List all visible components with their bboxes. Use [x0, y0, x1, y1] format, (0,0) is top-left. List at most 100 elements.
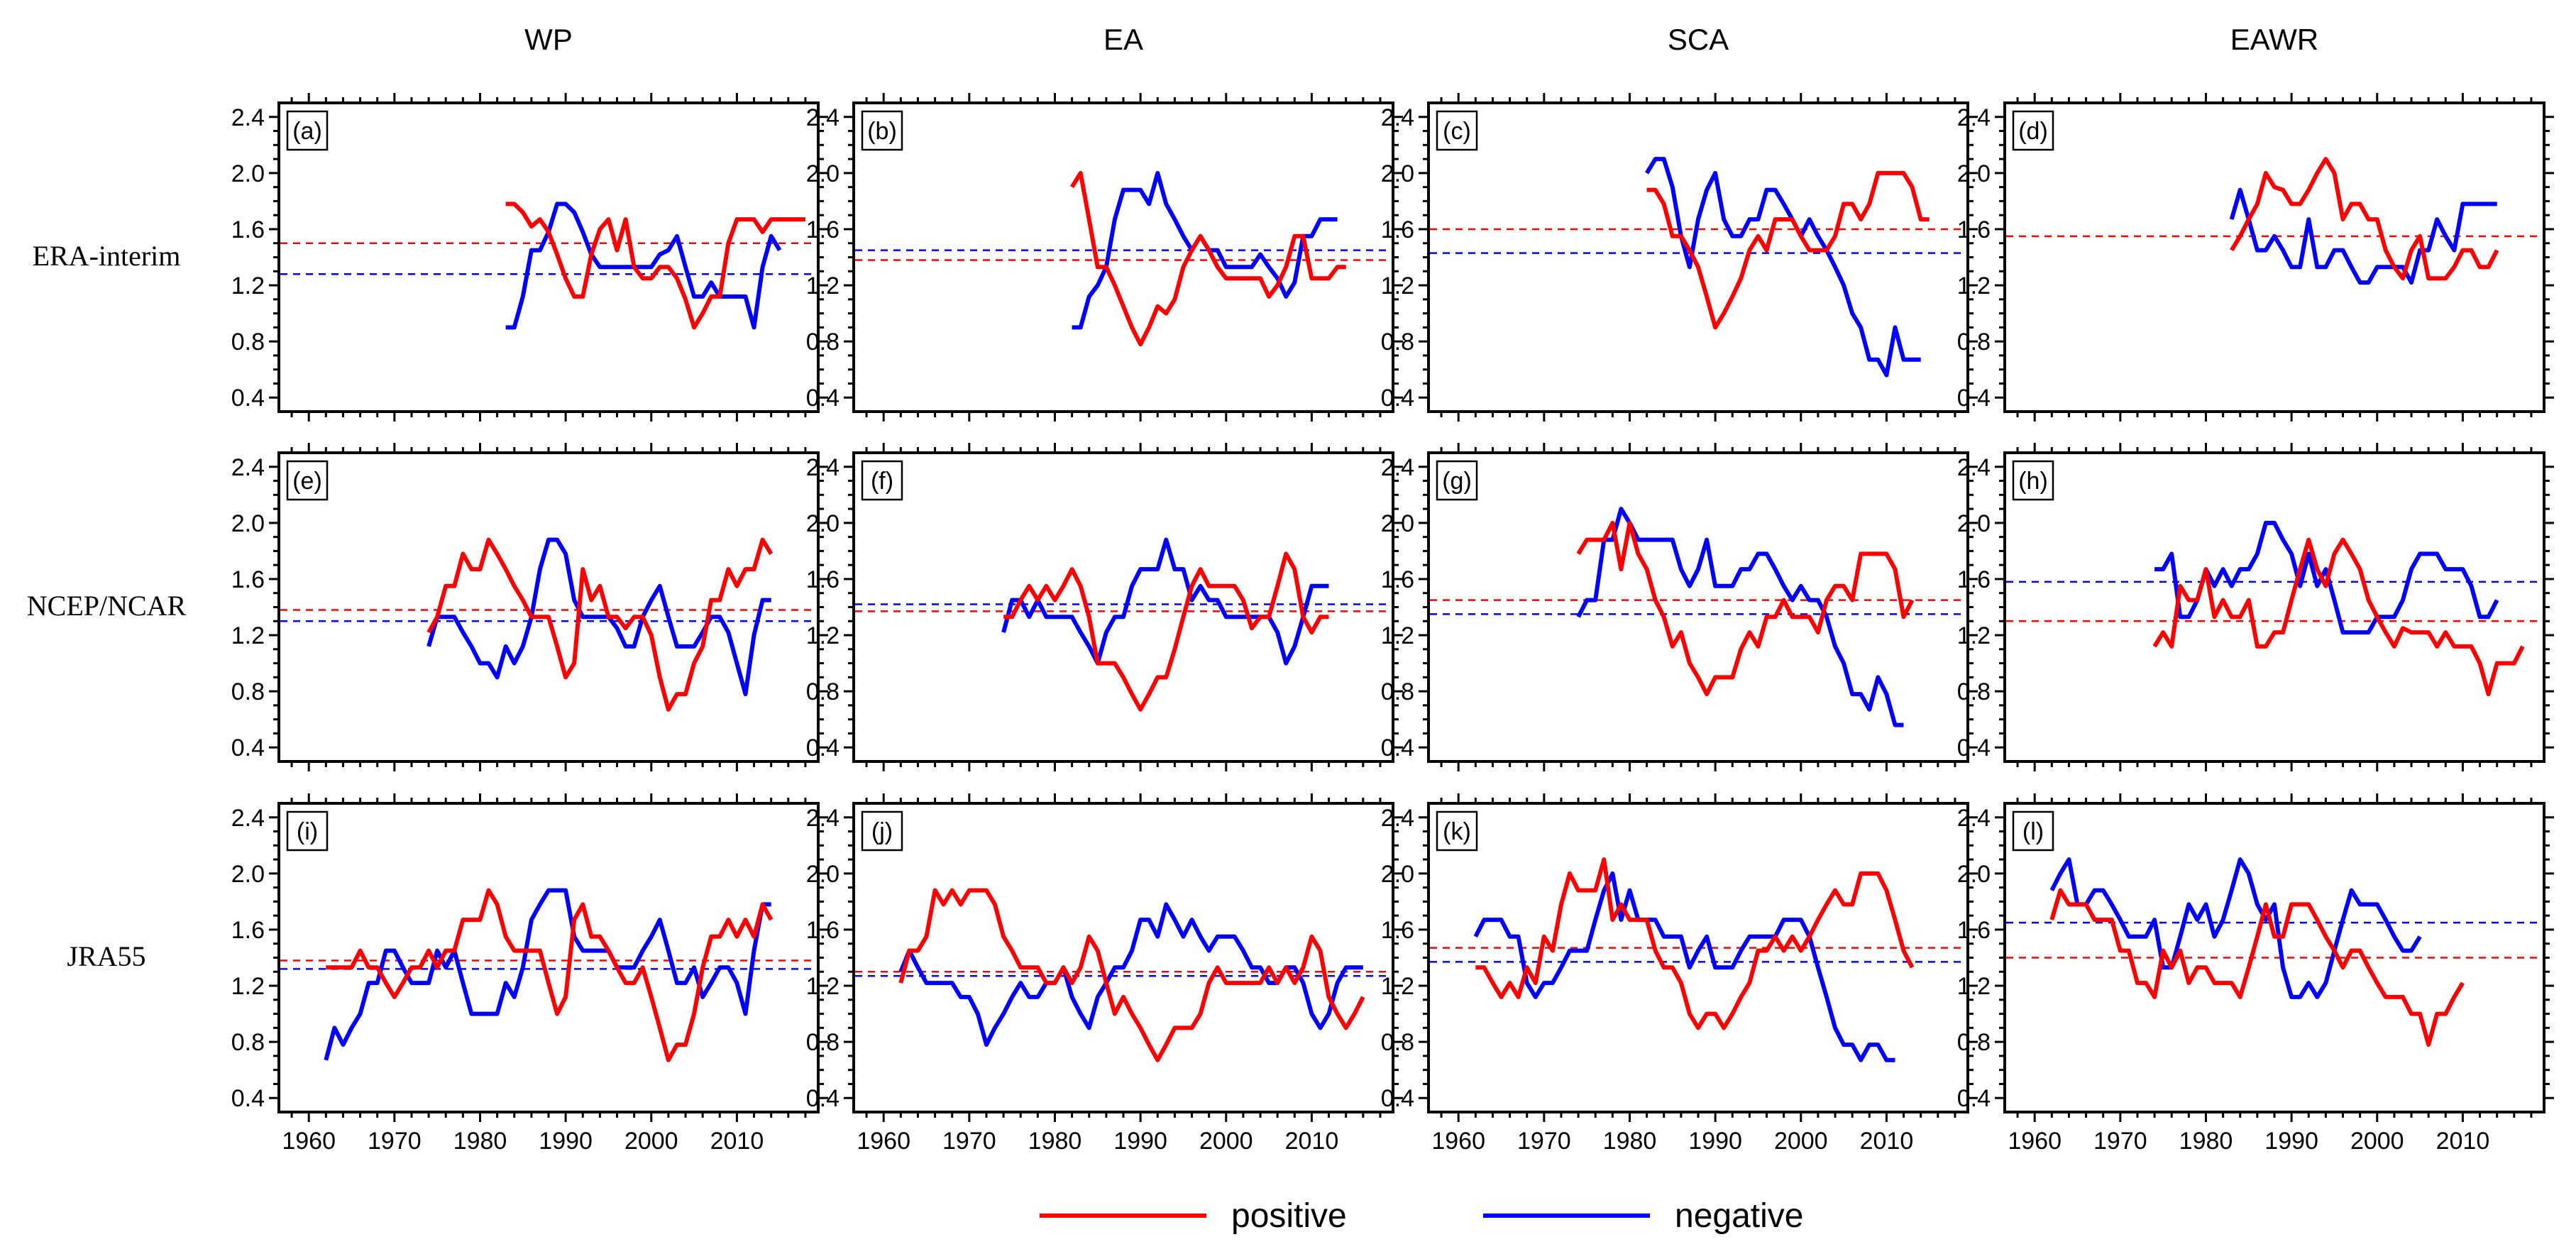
panel-label-box	[2012, 460, 2054, 501]
x-tick-label: 2000	[1774, 1128, 1828, 1155]
y-tick-label: 0.8	[1381, 1029, 1414, 1056]
y-tick-label: 0.8	[806, 678, 840, 705]
panel-frame	[1427, 451, 1969, 763]
panel-label: (a)	[292, 118, 322, 145]
positive-series-line	[1003, 551, 1329, 712]
panel-frame	[852, 451, 1394, 763]
y-tick-label: 2.0	[1957, 861, 1991, 888]
x-tick-label: 1980	[1603, 1128, 1657, 1155]
x-tick-label: 1960	[282, 1128, 336, 1155]
y-tick-label: 0.8	[1957, 329, 1991, 356]
positive-series-line	[2230, 157, 2499, 281]
x-tick-label: 2010	[1860, 1128, 1914, 1155]
y-tick-label: 0.4	[1957, 385, 1991, 412]
y-tick-label: 0.4	[1381, 1085, 1414, 1112]
panel-label-box	[286, 810, 329, 852]
y-tick-label: 1.6	[1381, 216, 1414, 243]
y-tick-label: 1.6	[806, 216, 840, 243]
panel-frame	[277, 101, 820, 413]
x-tick-label: 2010	[710, 1128, 764, 1155]
y-tick-label: 0.8	[231, 678, 265, 705]
y-tick-label: 1.2	[1381, 973, 1414, 1000]
panel-label-box	[2012, 810, 2054, 852]
row-title: NCEP/NCAR	[27, 590, 187, 622]
y-tick-label: 1.6	[231, 216, 265, 243]
y-tick-label: 0.8	[231, 329, 265, 356]
y-tick-label: 0.4	[806, 385, 840, 412]
negative-series-line	[1645, 157, 1921, 378]
x-tick-label: 1990	[1113, 1128, 1167, 1155]
x-tick-label: 2010	[1285, 1128, 1339, 1155]
panel: 2.4 2.0 1.6 1.2 0.8 0.4 1960 1970 1980 1990 2000 20…	[806, 793, 1403, 1155]
panel-label: (c)	[1443, 118, 1471, 145]
x-tick-label: 2000	[1199, 1128, 1253, 1155]
panel: 2.4 2.0 1.6 1.2 0.8 0.4 1960 1970 1980 1990 2000 20…	[1957, 793, 2554, 1155]
row-title: JRA55	[67, 940, 145, 972]
x-tick-label: 2000	[2350, 1128, 2404, 1155]
panel-label-box	[861, 460, 903, 501]
panel-label: (f)	[871, 468, 893, 495]
panel-label-box	[1436, 110, 1478, 151]
panel: 2.4 2.0 1.6 1.2 0.8 0.4 (e)	[231, 443, 828, 771]
panel-label-box	[286, 110, 329, 151]
y-tick-label: 0.8	[806, 1029, 840, 1056]
y-tick-label: 2.4	[231, 454, 265, 481]
y-tick-label: 1.2	[806, 973, 840, 1000]
positive-series-line	[426, 537, 774, 712]
y-tick-label: 1.6	[806, 566, 840, 593]
positive-series-line	[1646, 170, 1930, 330]
panel-label: (l)	[2022, 818, 2044, 845]
x-tick-label: 1990	[2264, 1128, 2318, 1155]
y-tick-label: 1.6	[231, 917, 265, 944]
positive-series-line	[1475, 857, 1915, 1030]
negative-series-line	[324, 888, 771, 1061]
y-tick-label: 2.4	[1957, 104, 1991, 131]
x-tick-label: 2000	[624, 1128, 678, 1155]
x-tick-label: 1960	[1431, 1128, 1485, 1155]
y-tick-label: 2.0	[806, 160, 840, 187]
x-tick-label: 1970	[368, 1128, 422, 1155]
panel-label: (g)	[1442, 468, 1472, 495]
negative-series-line	[505, 202, 782, 330]
panel-label-box	[861, 110, 903, 151]
y-tick-label: 2.4	[231, 104, 265, 131]
positive-series-line	[1576, 520, 1915, 697]
panel-frame	[277, 802, 820, 1113]
panel-frame	[1427, 802, 1969, 1113]
x-tick-label: 1970	[2093, 1128, 2147, 1155]
y-tick-label: 1.2	[231, 273, 265, 299]
column-title: SCA	[1668, 23, 1729, 56]
panel-label-box	[861, 810, 903, 852]
y-tick-label: 2.0	[1957, 160, 1991, 187]
positive-series-line	[326, 888, 774, 1062]
x-tick-label: 2010	[2436, 1128, 2490, 1155]
y-tick-label: 1.2	[1381, 622, 1414, 649]
y-tick-label: 0.8	[1381, 678, 1414, 705]
positive-series-line	[2049, 888, 2465, 1047]
y-tick-label: 2.0	[1381, 510, 1414, 537]
y-tick-label: 0.8	[1381, 329, 1414, 356]
positive-series-line	[898, 888, 1365, 1062]
x-tick-label: 1980	[1028, 1128, 1082, 1155]
y-tick-label: 2.4	[1957, 805, 1991, 832]
column-title: EAWR	[2230, 23, 2318, 56]
y-tick-label: 1.2	[1957, 273, 1991, 299]
negative-series-line	[2049, 857, 2422, 999]
panel-label: (d)	[2018, 118, 2048, 145]
panel-label-box	[2012, 110, 2054, 151]
y-tick-label: 2.0	[231, 861, 265, 888]
panel-frame	[852, 802, 1394, 1113]
panel-label: (k)	[1443, 818, 1471, 845]
panel: 2.4 2.0 1.6 1.2 0.8 0.4 (g)	[1381, 443, 1978, 771]
y-tick-label: 1.6	[231, 566, 265, 593]
panel-label: (i)	[297, 818, 318, 845]
y-tick-label: 2.4	[1957, 454, 1991, 481]
panel: 2.4 2.0 1.6 1.2 0.8 0.4 1960 1970 1980 1990 2000 20…	[1381, 793, 1978, 1155]
y-tick-label: 1.2	[806, 622, 840, 649]
panel-label-box	[1436, 460, 1478, 501]
positive-series-line	[2152, 537, 2525, 697]
y-tick-label: 2.4	[806, 805, 840, 832]
negative-series-line	[426, 537, 771, 697]
y-tick-label: 2.0	[1957, 510, 1991, 537]
